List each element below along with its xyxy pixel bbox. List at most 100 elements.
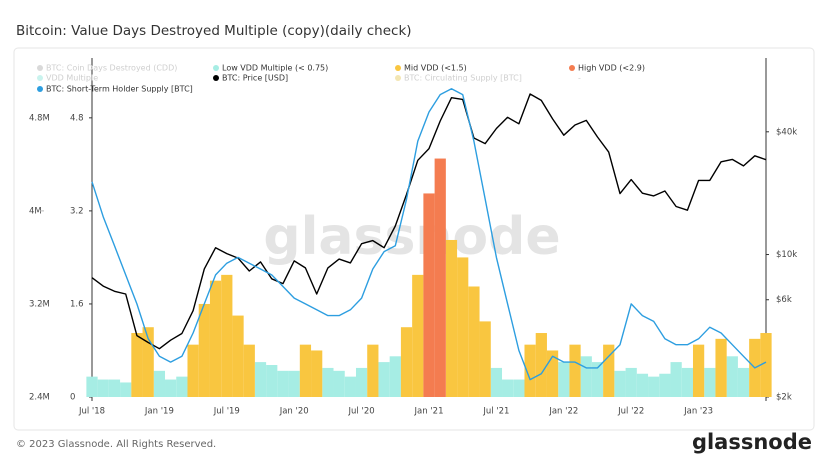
legend-marker	[569, 65, 575, 71]
legend-label: High VDD (<2.9)	[578, 64, 645, 73]
x-tick-label: Jan '20	[279, 407, 309, 417]
y-tick-label: 4.8	[70, 113, 84, 123]
bar	[603, 344, 615, 397]
chart-card	[13, 47, 815, 431]
bar	[591, 362, 604, 397]
bar	[445, 239, 458, 397]
bar	[209, 280, 222, 397]
bar	[580, 356, 592, 397]
legend-label: BTC: Coin Days Destroyed (CDD)	[46, 64, 177, 73]
bar	[232, 315, 244, 397]
bar	[153, 370, 166, 397]
bar	[120, 382, 132, 397]
bar	[311, 350, 323, 397]
legend-marker	[395, 65, 401, 71]
legend-label: Low VDD Multiple (< 0.75)	[222, 64, 328, 73]
bar	[299, 344, 312, 397]
legend-label: BTC: Circulating Supply [BTC]	[404, 74, 522, 83]
legend-marker	[37, 65, 43, 71]
bar	[355, 367, 368, 397]
y-tick-label: 1.6	[70, 299, 84, 309]
bar	[131, 333, 143, 397]
legend-label: Mid VDD (<1.5)	[404, 64, 467, 73]
bar	[558, 362, 570, 397]
bar	[97, 379, 109, 397]
bar	[423, 193, 435, 397]
bar	[479, 321, 491, 397]
bar	[333, 370, 345, 397]
line	[91, 93, 767, 350]
bar	[378, 362, 390, 397]
bar	[636, 373, 649, 397]
bar	[165, 379, 177, 397]
x-tick-label: Jan '21	[414, 407, 444, 417]
chart-title: Bitcoin: Value Days Destroyed Multiple (…	[16, 23, 412, 39]
legend-marker	[213, 75, 219, 81]
y3-tick-label: 2.4M	[29, 393, 50, 403]
x-tick-label: Jul '18	[78, 407, 105, 417]
x-tick-label: Jul '21	[482, 407, 509, 417]
bar	[648, 376, 660, 397]
bar	[490, 367, 503, 397]
y2-tick-label: $2k	[776, 393, 792, 403]
bar	[86, 376, 98, 397]
bar	[468, 286, 480, 397]
legend-marker	[569, 75, 575, 81]
bar	[524, 344, 536, 397]
bar	[108, 379, 121, 397]
legend-label: BTC: Short-Term Holder Supply [BTC]	[46, 85, 193, 94]
y-tick-label: 3.2	[70, 206, 84, 216]
bar	[659, 373, 671, 397]
logo: glassnode	[692, 430, 812, 454]
bar	[266, 365, 278, 397]
bar	[704, 367, 716, 397]
bar	[400, 327, 413, 397]
legend-label: VDD Multiple	[46, 74, 98, 83]
bar	[569, 344, 581, 397]
bar	[726, 356, 738, 397]
x-tick-label: Jul '19	[213, 407, 240, 417]
bar	[367, 344, 379, 397]
bar	[254, 362, 267, 397]
y2-tick-label: $40k	[776, 127, 797, 137]
y2-tick-label: $6k	[776, 295, 792, 305]
legend-marker	[37, 86, 43, 92]
x-tick-label: Jan '19	[144, 407, 174, 417]
bar	[322, 367, 334, 397]
x-tick-label: Jul '20	[348, 407, 375, 417]
bar	[535, 333, 547, 397]
bar	[681, 367, 693, 397]
bar	[692, 344, 705, 397]
x-tick-label: Jan '22	[548, 407, 578, 417]
bar	[412, 274, 424, 397]
bar	[142, 327, 154, 397]
legend-marker	[395, 75, 401, 81]
bar	[221, 274, 233, 397]
bar	[625, 367, 637, 397]
line	[91, 88, 767, 381]
bar	[176, 376, 188, 397]
x-tick-label: Jul '22	[617, 407, 644, 417]
bar	[243, 344, 255, 397]
y3-tick-label: 4.8M	[29, 113, 50, 123]
bar	[434, 158, 446, 397]
y3-tick-label: 3.2M	[29, 299, 50, 309]
y2-tick-label: $10k	[776, 250, 797, 260]
bar	[187, 344, 199, 397]
bar	[670, 362, 682, 397]
bar	[389, 356, 401, 397]
y-tick-label: 0	[70, 393, 75, 403]
bar	[737, 367, 750, 397]
legend-marker	[37, 75, 43, 81]
bar	[546, 350, 559, 397]
x-tick-label: Jan '23	[683, 407, 713, 417]
legend-label: -	[578, 74, 581, 83]
bar	[277, 370, 289, 397]
legend-marker	[213, 65, 219, 71]
bar	[457, 257, 469, 397]
bar	[513, 379, 525, 397]
bar	[344, 376, 356, 397]
y3-tick-label: 4M	[29, 206, 42, 216]
watermark: glassnode	[263, 207, 560, 267]
